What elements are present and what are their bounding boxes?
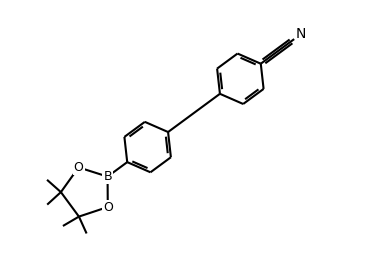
Text: N: N bbox=[296, 27, 307, 41]
Text: O: O bbox=[103, 200, 113, 213]
Text: B: B bbox=[103, 170, 112, 183]
Text: O: O bbox=[74, 161, 83, 174]
